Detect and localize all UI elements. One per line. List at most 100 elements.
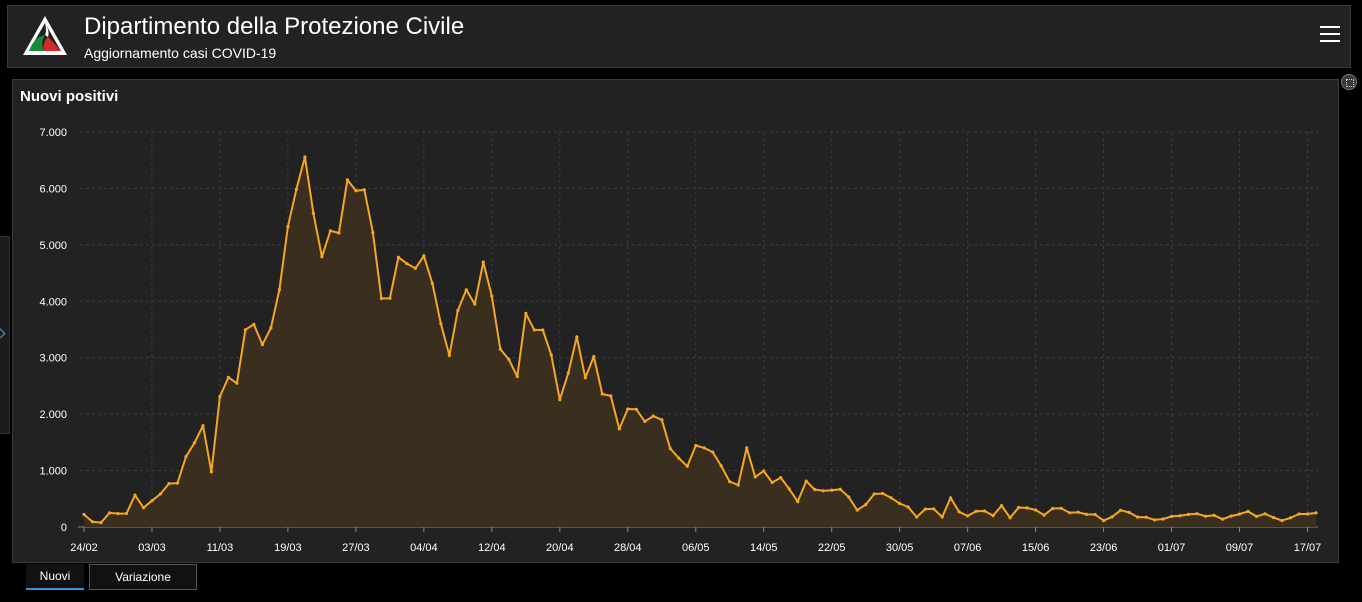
data-point xyxy=(1059,506,1063,510)
data-point xyxy=(124,511,129,516)
data-point xyxy=(532,328,536,332)
x-tick-label: 07/06 xyxy=(954,542,982,554)
data-point xyxy=(889,496,893,500)
data-point xyxy=(99,521,103,525)
data-point xyxy=(991,514,995,518)
data-point xyxy=(1297,512,1301,516)
data-point xyxy=(337,231,341,235)
data-point xyxy=(277,288,281,292)
x-tick-label: 22/05 xyxy=(818,542,846,554)
data-point xyxy=(498,347,502,351)
x-tick-label: 15/06 xyxy=(1022,542,1050,554)
data-point xyxy=(617,427,621,431)
data-point xyxy=(915,515,919,519)
x-tick-label: 09/07 xyxy=(1226,542,1254,554)
app-subtitle: Aggiornamento casi COVID-19 xyxy=(84,45,277,61)
data-point xyxy=(1051,506,1055,511)
data-point xyxy=(524,311,528,315)
x-tick-label: 28/04 xyxy=(614,542,642,554)
data-point xyxy=(626,407,630,411)
data-point xyxy=(668,447,672,451)
data-point xyxy=(82,512,86,517)
data-point xyxy=(949,496,953,500)
data-point xyxy=(515,374,519,379)
data-point xyxy=(966,514,970,518)
data-point xyxy=(1305,512,1310,516)
data-point xyxy=(558,398,562,402)
tab-variazione[interactable]: Variazione xyxy=(89,564,197,590)
data-point xyxy=(192,441,197,445)
data-point xyxy=(218,394,222,399)
app-title: Dipartimento della Protezione Civile xyxy=(84,13,465,40)
data-point xyxy=(243,328,247,332)
data-point xyxy=(643,419,647,423)
data-point xyxy=(1127,510,1131,514)
data-point xyxy=(838,487,842,491)
data-point xyxy=(974,509,978,513)
data-point xyxy=(371,231,375,235)
data-point xyxy=(1280,519,1284,523)
data-point xyxy=(354,189,358,193)
data-point xyxy=(872,492,876,496)
data-point xyxy=(396,255,400,259)
data-point xyxy=(490,294,494,298)
data-point xyxy=(456,308,460,313)
side-panel-toggle[interactable] xyxy=(0,236,10,434)
data-point xyxy=(753,475,757,479)
data-point xyxy=(694,443,698,448)
data-point xyxy=(286,225,290,229)
data-point xyxy=(1085,512,1089,517)
expand-icon[interactable] xyxy=(1341,74,1357,90)
panel-title: Nuovi positivi xyxy=(20,88,119,105)
tab-nuovi[interactable]: Nuovi xyxy=(26,564,84,590)
data-point xyxy=(473,302,477,306)
data-point xyxy=(260,343,264,347)
data-point xyxy=(1170,514,1174,519)
x-tick-label: 14/05 xyxy=(750,542,778,554)
data-point xyxy=(932,507,936,511)
data-point xyxy=(881,491,885,496)
data-point xyxy=(107,511,112,515)
protezione-civile-logo-icon xyxy=(23,16,67,55)
data-point xyxy=(328,229,332,233)
data-point xyxy=(1271,515,1276,520)
data-point xyxy=(711,450,715,454)
data-point xyxy=(983,509,987,513)
data-point xyxy=(685,464,689,468)
data-point xyxy=(175,481,180,485)
x-tick-label: 11/03 xyxy=(207,542,234,554)
y-tick-label: 1.000 xyxy=(39,466,67,478)
data-point xyxy=(320,255,324,259)
data-point xyxy=(583,376,587,380)
series-area xyxy=(84,157,1316,527)
data-point xyxy=(439,322,443,326)
data-point xyxy=(388,296,392,300)
data-point xyxy=(1110,515,1114,519)
data-point xyxy=(1034,508,1038,512)
x-tick-label: 01/07 xyxy=(1158,542,1186,554)
x-tick-label: 27/03 xyxy=(342,542,370,554)
data-point xyxy=(1187,512,1191,517)
data-point xyxy=(677,456,681,460)
data-point xyxy=(1161,517,1165,521)
data-point xyxy=(1025,506,1029,510)
data-point xyxy=(592,354,596,359)
data-point xyxy=(1102,519,1106,523)
data-point xyxy=(447,353,451,358)
data-point xyxy=(1017,505,1021,510)
data-point xyxy=(167,482,171,486)
data-point xyxy=(252,322,256,326)
x-tick-label: 03/03 xyxy=(138,542,166,554)
x-tick-label: 06/05 xyxy=(682,542,710,554)
hamburger-menu-icon[interactable] xyxy=(1320,26,1340,46)
x-tick-label: 30/05 xyxy=(886,542,914,554)
data-point xyxy=(464,288,468,292)
data-point xyxy=(1237,512,1242,516)
data-point xyxy=(1068,511,1072,515)
x-tick-label: 04/04 xyxy=(410,542,438,554)
data-point xyxy=(830,488,834,492)
data-point xyxy=(821,489,825,493)
data-point xyxy=(209,470,213,474)
x-tick-label: 24/02 xyxy=(70,542,98,554)
